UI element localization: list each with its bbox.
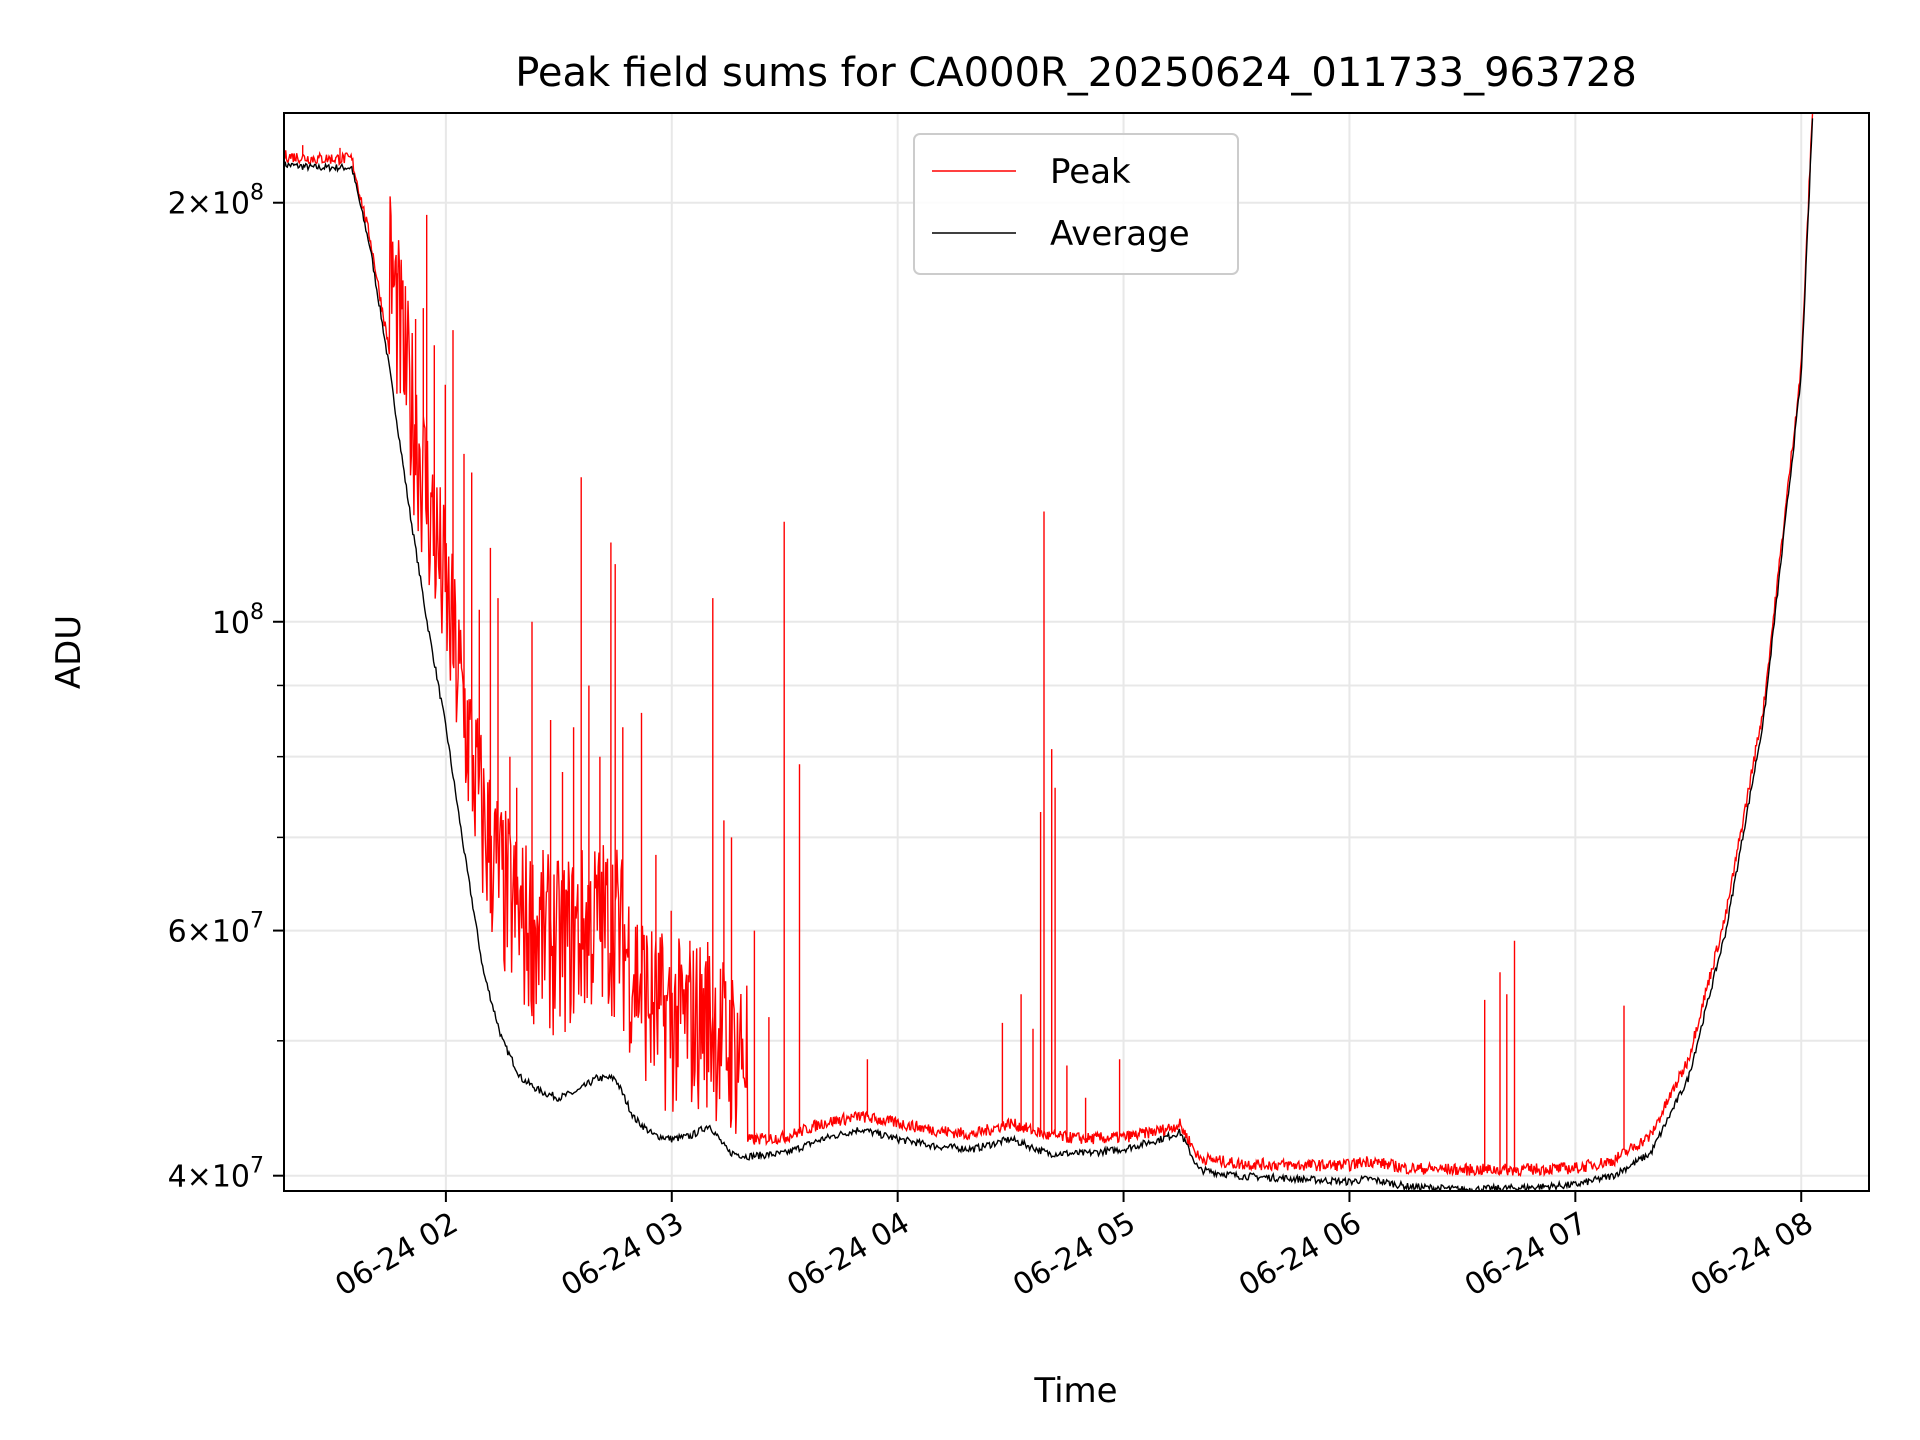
x-tick-label: 06-24 08 xyxy=(1685,1206,1819,1304)
x-tick-label: 06-24 05 xyxy=(1007,1206,1141,1304)
y-tick-label: 6×107 xyxy=(168,909,264,950)
legend-label-average: Average xyxy=(1050,214,1190,254)
plot-frame xyxy=(283,112,1870,1192)
y-tick-label: 4×107 xyxy=(168,1154,264,1195)
x-axis-label: Time xyxy=(1033,1371,1117,1411)
x-axis: 06-24 02 06-24 03 06-24 04 06-24 05 06-24 06… xyxy=(330,1191,1819,1304)
series-line-peak xyxy=(284,114,1814,1178)
x-tick-label: 06-24 07 xyxy=(1459,1206,1593,1304)
y-axis: 4×107 6×107 108 2×108 xyxy=(168,181,284,1195)
x-tick-label: 06-24 03 xyxy=(555,1206,689,1304)
y-axis-label: ADU xyxy=(49,615,89,689)
x-tick-label: 06-24 06 xyxy=(1233,1206,1367,1304)
chart-title: Peak field sums for CA000R_20250624_0117… xyxy=(515,50,1637,96)
y-tick-label: 108 xyxy=(212,600,264,641)
legend-label-peak: Peak xyxy=(1050,152,1131,192)
legend-box xyxy=(913,133,1239,275)
grid xyxy=(284,113,1869,1191)
x-tick-label: 06-24 02 xyxy=(330,1206,464,1304)
series-line-average xyxy=(284,118,1814,1191)
x-tick-label: 06-24 04 xyxy=(781,1206,915,1304)
y-tick-label: 2×108 xyxy=(168,181,264,222)
legend: Peak Average xyxy=(913,133,1239,275)
plot-area xyxy=(284,114,1814,1191)
